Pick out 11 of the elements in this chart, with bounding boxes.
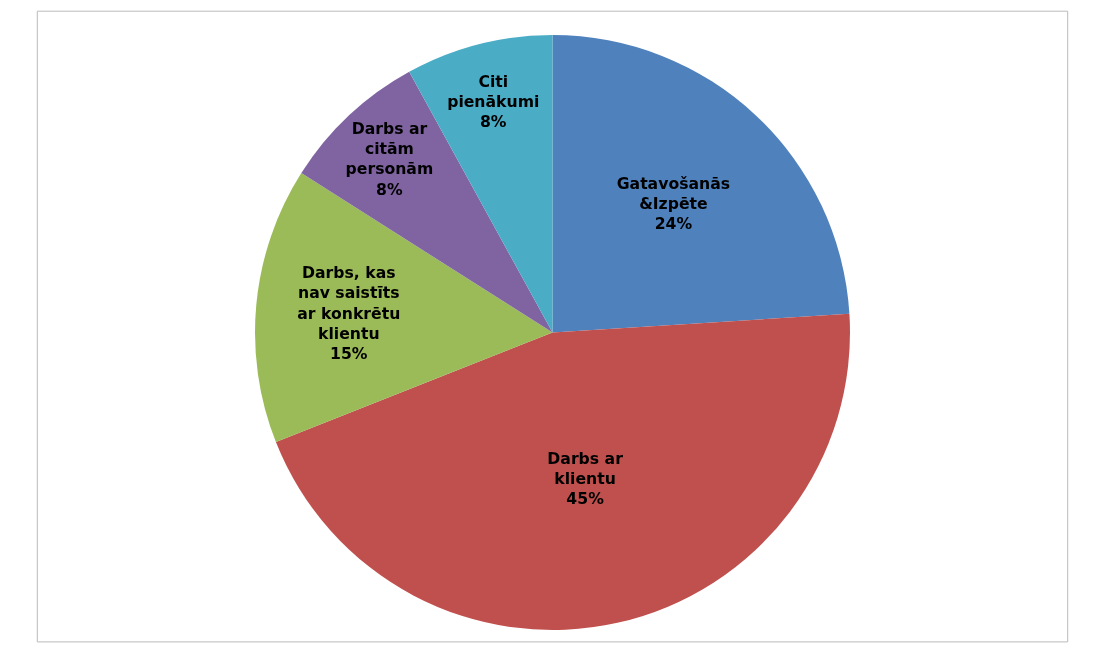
data-label: 24% — [654, 214, 693, 234]
slice-label: Gatavošanās &Izpēte — [616, 173, 731, 214]
data-label: 8% — [376, 179, 403, 199]
slice-label: Darbs ar klientu — [547, 448, 624, 488]
slice-label: Darbs ar citām personām — [345, 118, 434, 179]
slice-label: Darbs, kas nav saistīts ar konkrētu klientu — [297, 262, 401, 343]
data-label: 15% — [330, 344, 368, 364]
data-label: 8% — [479, 112, 507, 132]
pie-slice — [552, 35, 850, 333]
slice-label: Citi pienākumi — [447, 71, 540, 112]
data-label: 45% — [566, 489, 605, 509]
